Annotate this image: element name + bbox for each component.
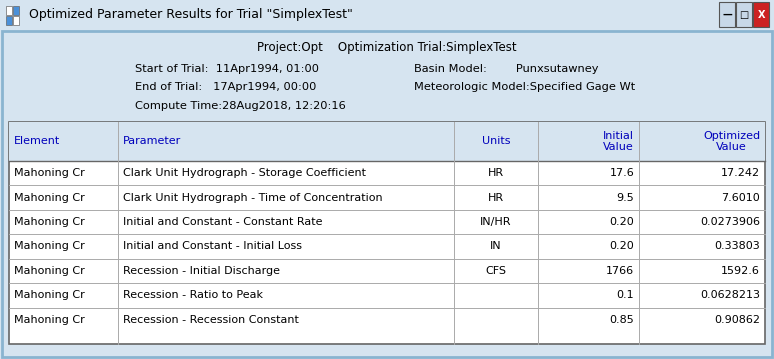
Text: Initial and Constant - Initial Loss: Initial and Constant - Initial Loss — [123, 241, 302, 251]
Text: IN/HR: IN/HR — [481, 217, 512, 227]
Text: Recession - Recession Constant: Recession - Recession Constant — [123, 315, 299, 325]
Text: 0.90862: 0.90862 — [714, 315, 760, 325]
Text: 0.85: 0.85 — [609, 315, 634, 325]
Text: Optimized Parameter Results for Trial "SimplexTest": Optimized Parameter Results for Trial "S… — [29, 8, 353, 22]
Text: Units: Units — [482, 136, 510, 146]
Text: —: — — [722, 10, 732, 20]
Text: HR: HR — [488, 168, 504, 178]
Text: 0.0273906: 0.0273906 — [700, 217, 760, 227]
Text: Optimized
Value: Optimized Value — [703, 131, 760, 152]
Text: 0.20: 0.20 — [609, 217, 634, 227]
Bar — [6, 17, 12, 25]
Text: Basin Model:        Punxsutawney: Basin Model: Punxsutawney — [414, 64, 598, 74]
Text: 7.6010: 7.6010 — [721, 192, 760, 202]
FancyBboxPatch shape — [753, 3, 769, 27]
Text: 17.6: 17.6 — [609, 168, 634, 178]
Text: Recession - Initial Discharge: Recession - Initial Discharge — [123, 266, 280, 276]
Text: Recession - Ratio to Peak: Recession - Ratio to Peak — [123, 290, 263, 300]
Text: Mahoning Cr: Mahoning Cr — [14, 241, 84, 251]
Text: Initial and Constant - Constant Rate: Initial and Constant - Constant Rate — [123, 217, 323, 227]
Text: X: X — [758, 10, 765, 20]
Text: Mahoning Cr: Mahoning Cr — [14, 266, 84, 276]
Bar — [13, 17, 19, 25]
Text: 9.5: 9.5 — [616, 192, 634, 202]
Bar — [13, 6, 19, 15]
Text: 0.1: 0.1 — [617, 290, 634, 300]
Bar — [6, 6, 12, 15]
Text: Mahoning Cr: Mahoning Cr — [14, 217, 84, 227]
Text: 1592.6: 1592.6 — [721, 266, 760, 276]
Text: Mahoning Cr: Mahoning Cr — [14, 192, 84, 202]
Text: IN: IN — [490, 241, 502, 251]
Text: Mahoning Cr: Mahoning Cr — [14, 315, 84, 325]
Text: 1766: 1766 — [606, 266, 634, 276]
FancyBboxPatch shape — [9, 122, 765, 344]
Text: Element: Element — [14, 136, 60, 146]
Text: End of Trial:   17Apr1994, 00:00: End of Trial: 17Apr1994, 00:00 — [135, 83, 317, 93]
Text: Mahoning Cr: Mahoning Cr — [14, 168, 84, 178]
Text: 17.242: 17.242 — [721, 168, 760, 178]
Text: 0.0628213: 0.0628213 — [700, 290, 760, 300]
FancyBboxPatch shape — [736, 3, 752, 27]
Text: Start of Trial:  11Apr1994, 01:00: Start of Trial: 11Apr1994, 01:00 — [135, 64, 320, 74]
Text: Mahoning Cr: Mahoning Cr — [14, 290, 84, 300]
Text: Compute Time:28Aug2018, 12:20:16: Compute Time:28Aug2018, 12:20:16 — [135, 101, 346, 111]
Text: Clark Unit Hydrograph - Time of Concentration: Clark Unit Hydrograph - Time of Concentr… — [123, 192, 382, 202]
Text: Clark Unit Hydrograph - Storage Coefficient: Clark Unit Hydrograph - Storage Coeffici… — [123, 168, 366, 178]
Text: Initial
Value: Initial Value — [603, 131, 634, 152]
Text: Project:Opt    Optimization Trial:SimplexTest: Project:Opt Optimization Trial:SimplexTe… — [257, 41, 517, 54]
Text: 0.20: 0.20 — [609, 241, 634, 251]
FancyBboxPatch shape — [719, 3, 735, 27]
Text: 0.33803: 0.33803 — [714, 241, 760, 251]
Text: HR: HR — [488, 192, 504, 202]
Text: □: □ — [740, 10, 748, 20]
Text: CFS: CFS — [485, 266, 507, 276]
Text: Meteorologic Model:Specified Gage Wt: Meteorologic Model:Specified Gage Wt — [414, 83, 635, 93]
Text: Parameter: Parameter — [123, 136, 181, 146]
FancyBboxPatch shape — [9, 122, 765, 161]
